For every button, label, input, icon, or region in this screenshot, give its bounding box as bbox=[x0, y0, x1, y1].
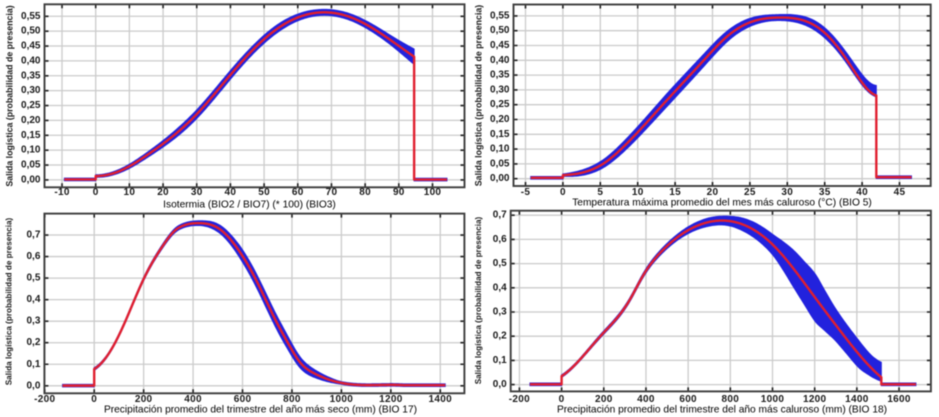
svg-text:40: 40 bbox=[856, 187, 868, 198]
svg-text:10: 10 bbox=[124, 187, 136, 198]
svg-text:600: 600 bbox=[679, 394, 697, 405]
svg-text:0: 0 bbox=[93, 187, 99, 198]
svg-text:0,40: 0,40 bbox=[490, 55, 510, 66]
svg-text:30: 30 bbox=[781, 187, 793, 198]
svg-text:800: 800 bbox=[283, 394, 301, 405]
svg-text:0,7: 0,7 bbox=[26, 230, 40, 241]
svg-text:0,30: 0,30 bbox=[490, 84, 510, 95]
svg-text:0,0: 0,0 bbox=[26, 380, 40, 391]
svg-text:0,5: 0,5 bbox=[26, 273, 40, 284]
svg-text:0,05: 0,05 bbox=[490, 158, 510, 169]
svg-text:0,05: 0,05 bbox=[21, 160, 41, 171]
svg-text:1200: 1200 bbox=[803, 394, 827, 405]
svg-text:Isotermia (BIO2 / BIO7) (* 100: Isotermia (BIO2 / BIO7) (* 100) (BIO3) bbox=[163, 199, 336, 210]
svg-text:15: 15 bbox=[669, 187, 681, 198]
svg-text:800: 800 bbox=[722, 394, 740, 405]
svg-text:0,35: 0,35 bbox=[490, 70, 510, 81]
svg-text:50: 50 bbox=[258, 187, 270, 198]
svg-text:1400: 1400 bbox=[845, 394, 869, 405]
svg-text:25: 25 bbox=[744, 187, 756, 198]
svg-text:600: 600 bbox=[234, 394, 252, 405]
svg-text:-200: -200 bbox=[509, 394, 530, 405]
svg-text:0,55: 0,55 bbox=[21, 11, 41, 22]
svg-text:0,15: 0,15 bbox=[21, 130, 41, 141]
svg-text:0,4: 0,4 bbox=[26, 294, 40, 305]
svg-text:20: 20 bbox=[157, 187, 169, 198]
svg-text:0: 0 bbox=[91, 394, 97, 405]
svg-text:70: 70 bbox=[326, 187, 338, 198]
svg-text:0,00: 0,00 bbox=[490, 173, 510, 184]
svg-text:1000: 1000 bbox=[330, 394, 354, 405]
svg-text:200: 200 bbox=[135, 394, 153, 405]
svg-text:35: 35 bbox=[819, 187, 831, 198]
svg-text:1400: 1400 bbox=[429, 394, 453, 405]
svg-text:0,25: 0,25 bbox=[21, 100, 41, 111]
svg-text:0,1: 0,1 bbox=[26, 359, 40, 370]
svg-text:Temperatura máxima promedio de: Temperatura máxima promedio del mes más … bbox=[572, 198, 872, 209]
svg-text:0,15: 0,15 bbox=[490, 129, 510, 140]
svg-text:0,7: 0,7 bbox=[493, 210, 507, 221]
svg-text:0,6: 0,6 bbox=[26, 251, 40, 262]
svg-text:0,45: 0,45 bbox=[490, 40, 510, 51]
svg-text:0,30: 0,30 bbox=[21, 85, 41, 96]
svg-text:1600: 1600 bbox=[887, 394, 911, 405]
svg-text:5: 5 bbox=[597, 187, 603, 198]
svg-text:-10: -10 bbox=[54, 187, 69, 198]
svg-text:0,50: 0,50 bbox=[21, 26, 41, 37]
svg-text:60: 60 bbox=[292, 187, 304, 198]
svg-text:0,5: 0,5 bbox=[493, 258, 507, 269]
svg-text:1000: 1000 bbox=[761, 394, 785, 405]
svg-text:0,3: 0,3 bbox=[493, 307, 507, 318]
svg-text:400: 400 bbox=[184, 394, 202, 405]
svg-text:45: 45 bbox=[894, 187, 906, 198]
svg-text:1200: 1200 bbox=[379, 394, 403, 405]
svg-text:0,45: 0,45 bbox=[21, 41, 41, 52]
svg-text:80: 80 bbox=[359, 187, 371, 198]
svg-text:0,2: 0,2 bbox=[493, 331, 507, 342]
svg-text:0,20: 0,20 bbox=[490, 114, 510, 125]
svg-text:Salida logística (probabilidad: Salida logística (probabilidad de presen… bbox=[474, 216, 483, 384]
svg-text:0,4: 0,4 bbox=[493, 282, 507, 293]
svg-text:0: 0 bbox=[559, 394, 565, 405]
svg-text:0,55: 0,55 bbox=[490, 10, 510, 21]
svg-text:Salida logística (probabilidad: Salida logística (probabilidad de presen… bbox=[5, 217, 14, 385]
svg-text:100: 100 bbox=[424, 187, 442, 198]
svg-text:200: 200 bbox=[595, 394, 613, 405]
svg-text:90: 90 bbox=[393, 187, 405, 198]
svg-text:0,10: 0,10 bbox=[490, 144, 510, 155]
svg-text:10: 10 bbox=[632, 187, 644, 198]
svg-text:0,20: 0,20 bbox=[21, 115, 41, 126]
svg-text:0,2: 0,2 bbox=[26, 337, 40, 348]
svg-text:Salida logística (probabilidad: Salida logística (probabilidad de presen… bbox=[474, 5, 484, 186]
svg-text:-5: -5 bbox=[521, 187, 531, 198]
svg-text:0,3: 0,3 bbox=[26, 316, 40, 327]
svg-text:40: 40 bbox=[225, 187, 237, 198]
svg-text:0,50: 0,50 bbox=[490, 25, 510, 36]
svg-text:0,6: 0,6 bbox=[493, 234, 507, 245]
svg-text:Precipitación promedio del tri: Precipitación promedio del trimestre del… bbox=[557, 404, 887, 415]
svg-text:400: 400 bbox=[637, 394, 655, 405]
svg-text:Salida logística (probabilidad: Salida logística (probabilidad de presen… bbox=[5, 5, 15, 186]
svg-text:-200: -200 bbox=[34, 394, 55, 405]
svg-text:0,00: 0,00 bbox=[21, 174, 41, 185]
svg-text:0,35: 0,35 bbox=[21, 70, 41, 81]
svg-text:30: 30 bbox=[191, 187, 203, 198]
svg-text:0: 0 bbox=[560, 187, 566, 198]
svg-text:20: 20 bbox=[707, 187, 719, 198]
svg-text:0,10: 0,10 bbox=[21, 145, 41, 156]
svg-text:0,1: 0,1 bbox=[493, 355, 507, 366]
svg-text:0,25: 0,25 bbox=[490, 99, 510, 110]
svg-text:0,40: 0,40 bbox=[21, 55, 41, 66]
svg-text:0,0: 0,0 bbox=[493, 379, 507, 390]
svg-text:Precipitación promedio del tri: Precipitación promedio del trimestre del… bbox=[104, 404, 417, 415]
